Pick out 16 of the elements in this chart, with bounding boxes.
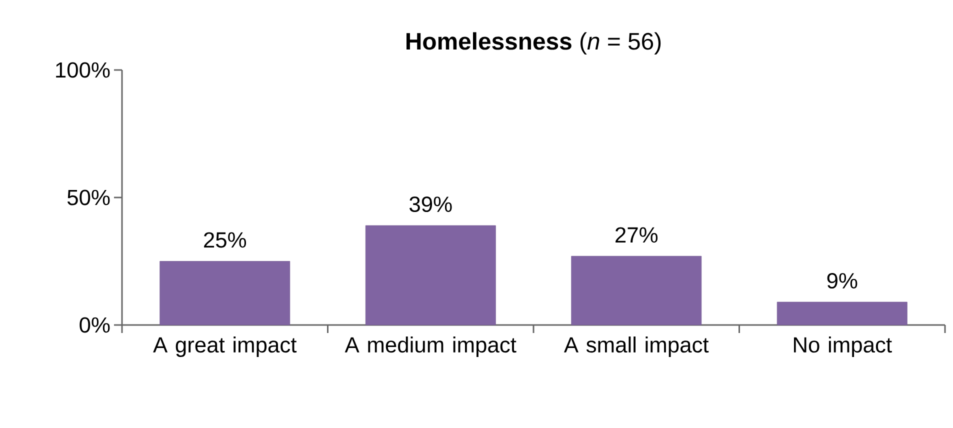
x-tick-label: A great impact	[153, 336, 297, 357]
data-label: 27%	[616, 227, 658, 243]
data-label: 9%	[827, 273, 858, 289]
x-tick-label: No impact	[794, 336, 892, 357]
bar	[776, 302, 908, 326]
data-label: 25%	[204, 232, 246, 248]
x-tick-label: A medium impact	[344, 336, 516, 357]
bar	[365, 225, 496, 326]
bar	[160, 261, 290, 326]
y-tick-label: 0%	[80, 317, 110, 333]
data-label: 39%	[410, 196, 452, 212]
bar	[571, 256, 702, 326]
y-tick-label: 100%	[56, 62, 110, 78]
chart-title: Homelessness (n = 56)	[406, 32, 661, 54]
x-tick-label: A small impact	[564, 336, 709, 357]
y-tick-label: 50%	[67, 190, 110, 206]
